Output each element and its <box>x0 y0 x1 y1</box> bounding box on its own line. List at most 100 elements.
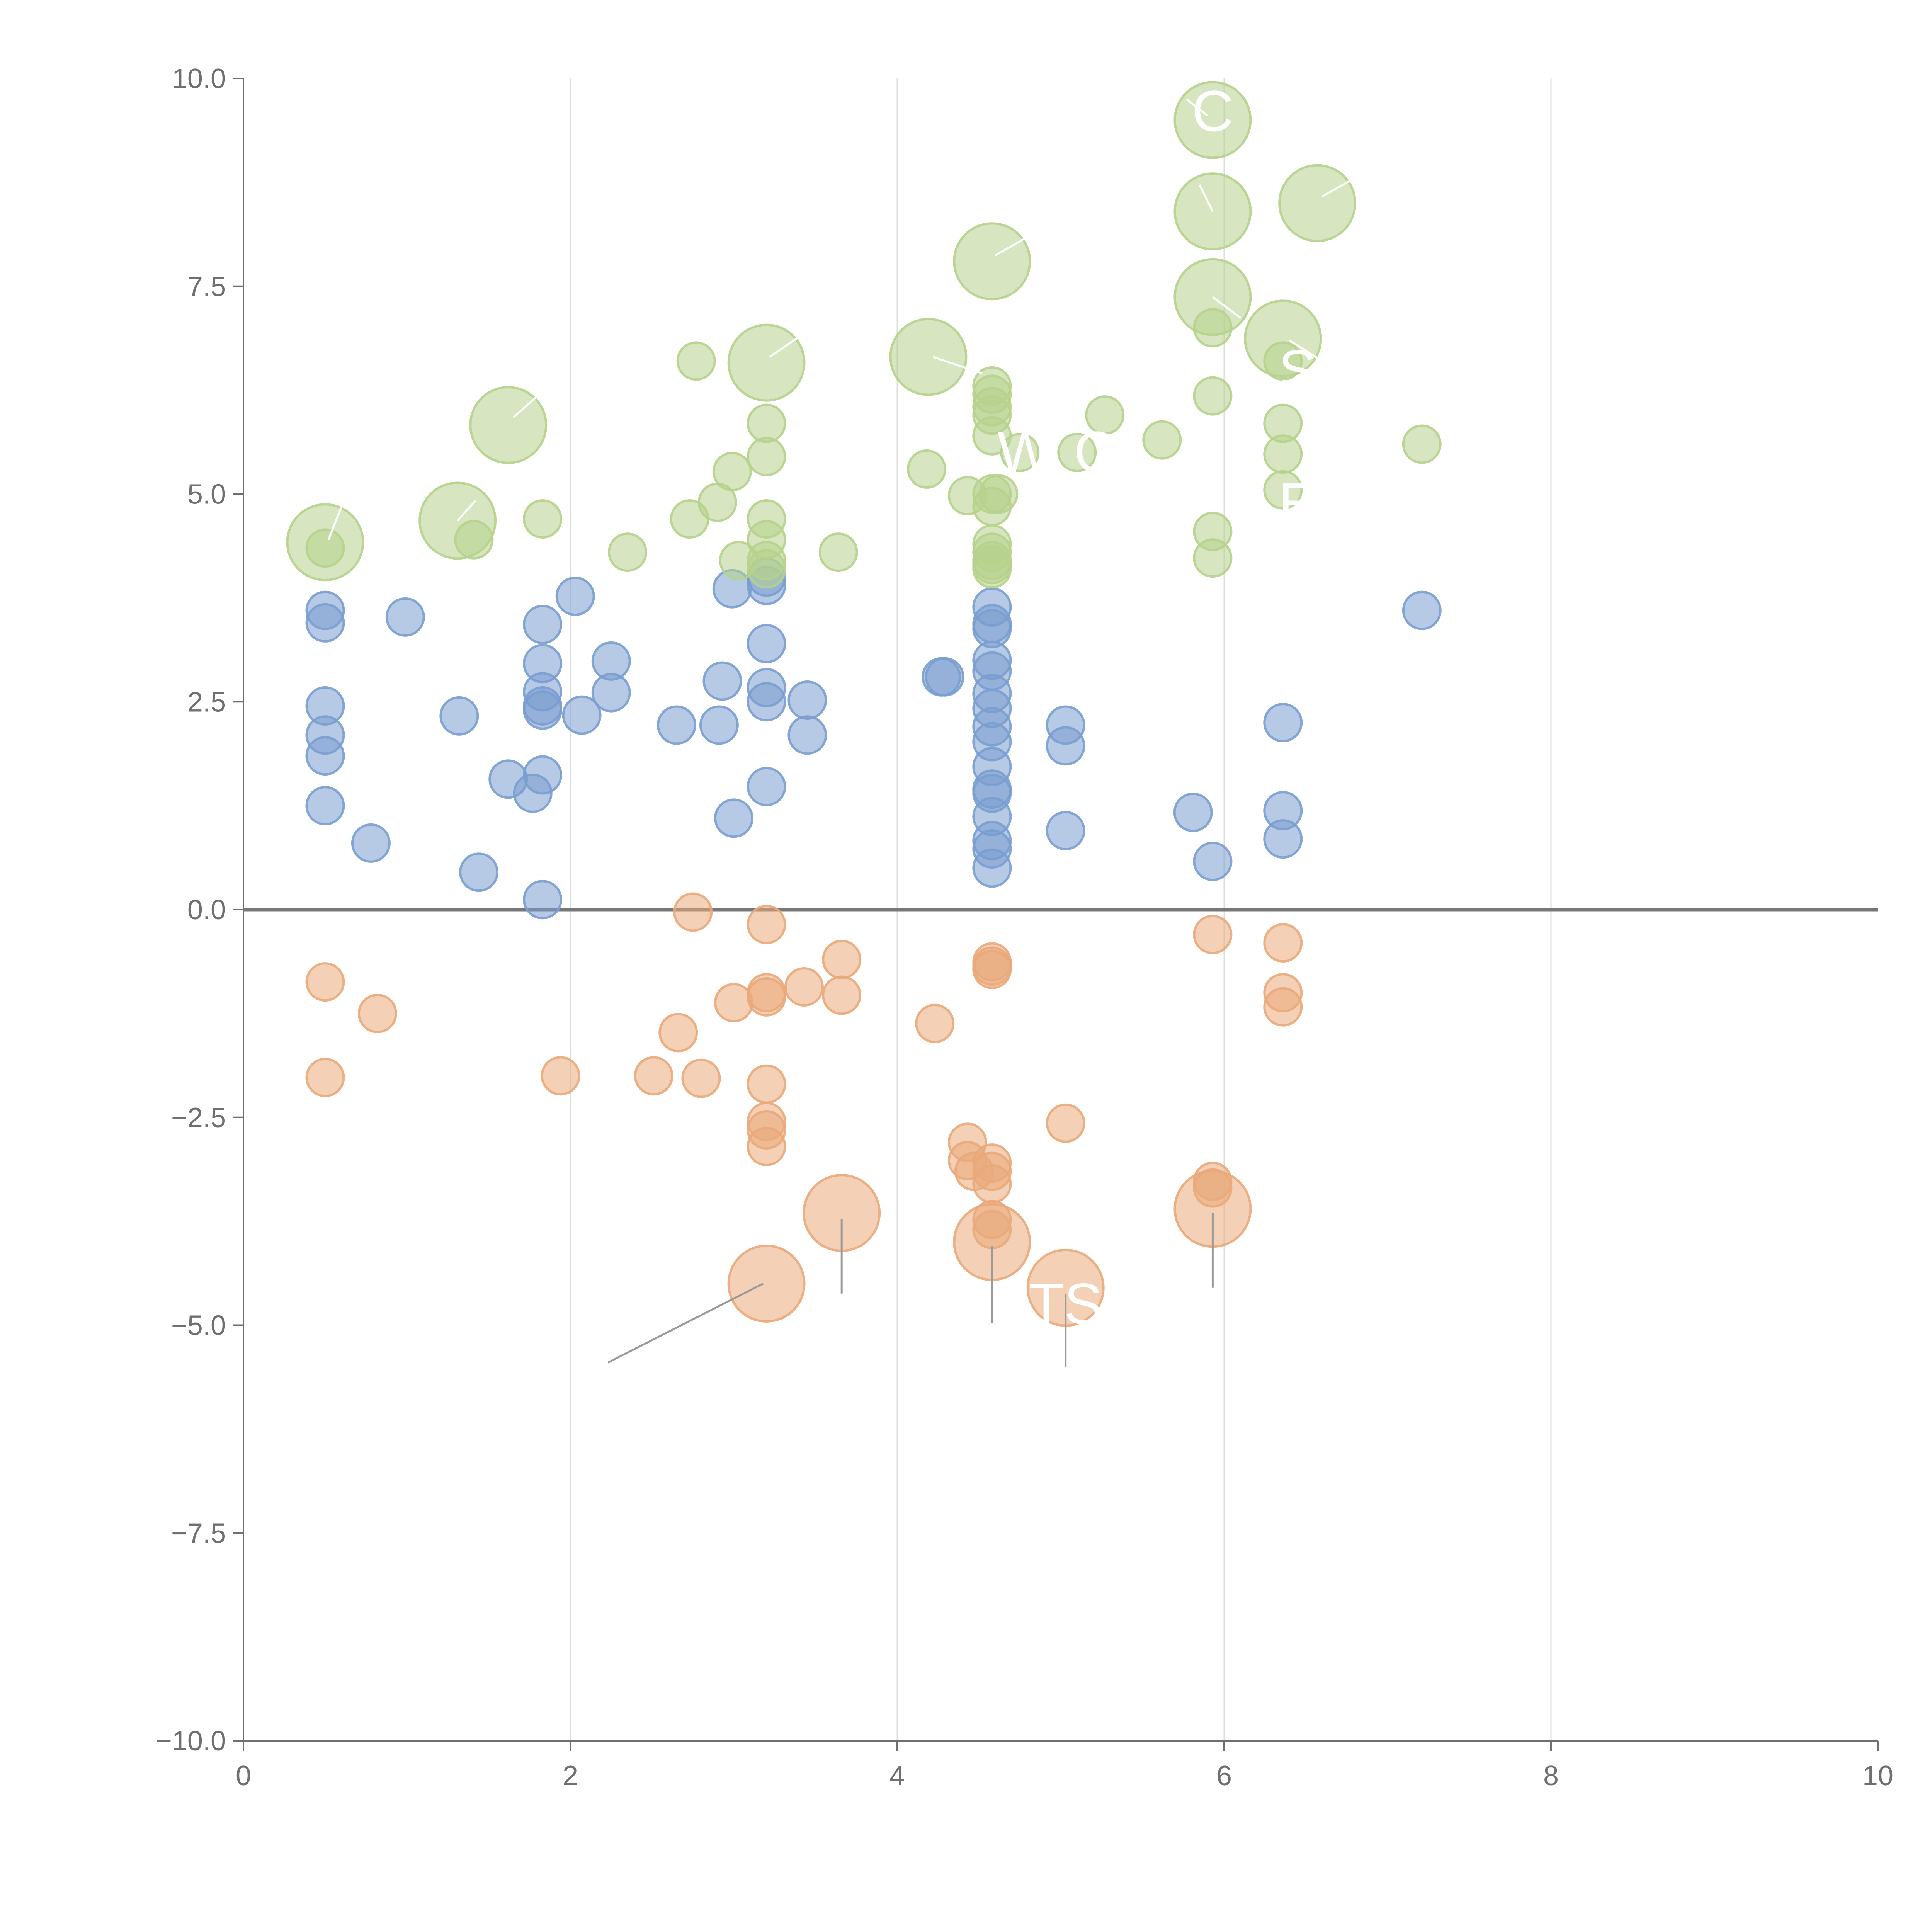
blue-point <box>972 848 1012 888</box>
orange-point <box>1046 1103 1085 1143</box>
green-highlight-point <box>727 323 806 402</box>
green-point <box>1057 432 1097 472</box>
blue-point <box>459 852 499 892</box>
orange-highlight-point <box>727 1244 806 1323</box>
leader-line <box>607 1282 764 1364</box>
orange-point <box>681 1058 721 1098</box>
leader-line <box>933 356 983 374</box>
blue-point <box>555 577 595 616</box>
annotations: C W O S E TS <box>997 78 1317 1336</box>
green-highlight-point <box>1278 164 1357 242</box>
blue-point <box>305 603 345 643</box>
orange-point <box>784 967 824 1007</box>
green-point <box>907 449 947 489</box>
blue-point <box>351 823 391 863</box>
y-tick-label: 5.0 <box>187 479 226 510</box>
green-point <box>979 474 1019 514</box>
orange-point <box>714 983 753 1022</box>
green-point <box>1263 434 1303 474</box>
green-point <box>676 341 716 381</box>
green-point <box>1263 470 1303 510</box>
x-tick-label: 8 <box>1543 1760 1559 1791</box>
y-tick-label: −2.5 <box>171 1102 226 1133</box>
x-tick-label: 4 <box>889 1760 905 1791</box>
blue-point <box>747 624 786 663</box>
y-tick-label: 7.5 <box>187 271 226 302</box>
leader-lines <box>327 98 1352 1367</box>
blue-point <box>747 767 786 806</box>
orange-point <box>634 1056 673 1096</box>
green-point <box>523 499 563 539</box>
orange-point <box>541 1056 580 1096</box>
blue-point <box>591 673 631 713</box>
orange-point <box>305 962 345 1002</box>
axes: −10.0 −7.5 −5.0 −2.5 0.0 2.5 5.0 7.5 10.0 0 2 4 6 8 10 <box>156 63 1893 1791</box>
green-point <box>1085 395 1125 435</box>
blue-point <box>1046 726 1085 766</box>
orange-point <box>915 1003 955 1043</box>
orange-point <box>1263 923 1303 963</box>
blue-point <box>1046 811 1085 850</box>
blue-point <box>656 705 696 745</box>
green-point <box>818 532 858 572</box>
green-point <box>1000 432 1040 472</box>
green-point <box>608 532 648 572</box>
orange-point <box>673 892 713 932</box>
green-highlight-point <box>286 503 364 582</box>
orange-point <box>822 975 862 1015</box>
data-points <box>305 308 1442 1250</box>
green-highlight-point <box>889 318 968 396</box>
blue-point <box>562 695 602 735</box>
blue-point <box>787 680 827 720</box>
green-point <box>1142 420 1182 460</box>
blue-point <box>702 661 742 701</box>
green-point <box>1193 376 1233 416</box>
leader-line <box>1289 339 1323 362</box>
annotation-label: E <box>1278 471 1317 536</box>
blue-point <box>1193 842 1233 881</box>
y-tick-label: 0.0 <box>187 895 226 925</box>
y-tick-label: −7.5 <box>171 1518 226 1549</box>
y-tick-label: 2.5 <box>187 687 226 718</box>
blue-point <box>714 798 753 838</box>
orange-point <box>747 977 786 1017</box>
blue-point <box>925 657 964 697</box>
annotation-label: W <box>997 419 1052 484</box>
leader-line <box>1321 179 1352 197</box>
orange-point <box>1263 987 1303 1027</box>
orange-point <box>972 949 1012 989</box>
orange-point <box>1193 915 1233 954</box>
orange-point <box>357 993 397 1033</box>
green-highlight-point <box>1244 299 1322 378</box>
y-tick-label: 10.0 <box>172 63 226 94</box>
y-tick-label: −5.0 <box>171 1310 226 1341</box>
x-tick-label: 6 <box>1216 1760 1232 1791</box>
x-tick-label: 10 <box>1862 1760 1893 1791</box>
annotation-label: S <box>1278 338 1317 403</box>
orange-point <box>305 1058 345 1097</box>
blue-point <box>439 696 479 736</box>
orange-point <box>972 1164 1012 1204</box>
green-point <box>1193 538 1233 578</box>
x-tick-label: 2 <box>563 1760 578 1791</box>
blue-point <box>385 597 425 637</box>
leader-line <box>457 500 476 522</box>
annotation-label: O <box>1074 419 1119 484</box>
green-point <box>972 549 1012 589</box>
leader-line <box>327 498 346 540</box>
blue-point <box>747 682 786 722</box>
leader-line <box>1212 296 1241 319</box>
y-tick-label: −10.0 <box>156 1726 226 1757</box>
blue-point <box>699 705 739 745</box>
green-point <box>1402 424 1442 464</box>
orange-point <box>822 940 862 980</box>
green-point <box>747 549 786 589</box>
orange-point <box>747 1064 786 1104</box>
blue-point <box>1263 819 1303 859</box>
orange-point <box>747 905 786 944</box>
annotation-label: TS <box>1029 1271 1103 1336</box>
blue-point <box>523 605 563 645</box>
green-point <box>712 452 752 492</box>
green-highlight-point <box>1173 81 1252 159</box>
